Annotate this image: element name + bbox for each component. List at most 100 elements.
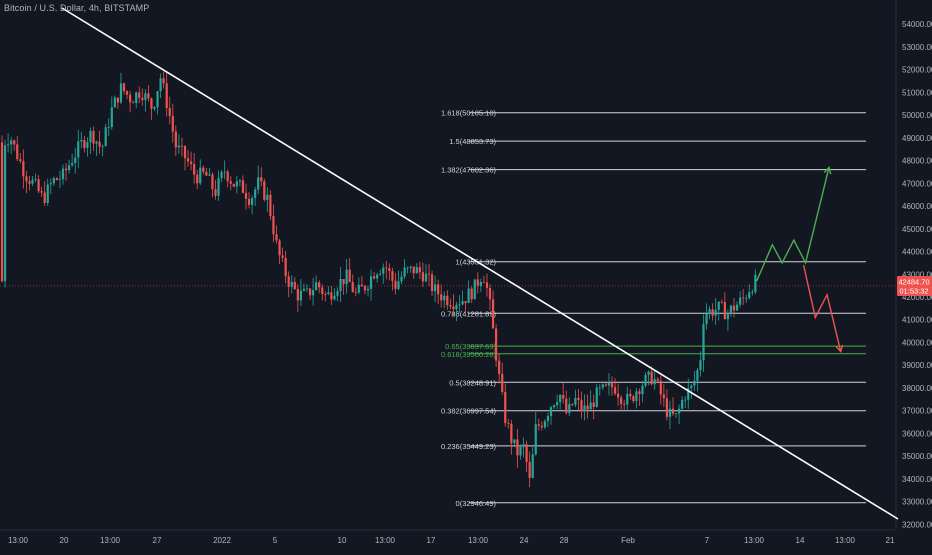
candle-body <box>287 276 290 287</box>
candle-body <box>638 391 641 395</box>
candle-body <box>662 394 665 399</box>
candle-body <box>461 301 464 305</box>
x-tick-label: 2022 <box>213 536 231 545</box>
candle-body <box>476 279 479 286</box>
candle-body <box>373 276 376 279</box>
candle-body <box>205 171 208 176</box>
y-tick-label: 53000.00 <box>902 43 932 52</box>
candle-body <box>186 158 190 162</box>
candle-body <box>177 145 180 148</box>
candle-body <box>626 393 629 405</box>
projection-down-path <box>802 265 842 352</box>
candle-body <box>132 102 135 104</box>
y-tick-label: 36000.00 <box>902 429 932 438</box>
candle-body <box>98 141 101 147</box>
candle-body <box>589 402 592 410</box>
trendline <box>61 7 899 520</box>
candle-body <box>424 273 428 282</box>
candle-body <box>61 168 65 180</box>
candle-body <box>491 299 495 329</box>
candle-body <box>144 93 147 101</box>
candle-body <box>565 398 568 413</box>
candle-body <box>333 295 336 300</box>
candle-body <box>748 292 751 298</box>
candle-body <box>58 179 62 180</box>
candle-body <box>549 407 553 417</box>
chart-title: Bitcoin / U.S. Dollar, 4h, BITSTAMP <box>4 3 150 13</box>
candle-body <box>739 297 742 305</box>
candle-body <box>223 171 226 173</box>
candle-body <box>360 284 363 287</box>
y-tick-label: 34000.00 <box>902 475 932 484</box>
candle-body <box>138 92 141 98</box>
fib-level-label: 0(32946.49) <box>456 499 497 508</box>
candle-body <box>284 257 287 277</box>
candle-body <box>351 282 354 292</box>
candle-body <box>174 131 177 148</box>
candle-body <box>437 284 440 295</box>
candle-body <box>336 291 339 296</box>
fib-level-label: 0.618(39500.28) <box>441 350 497 359</box>
candle-body <box>571 404 574 405</box>
candle-body <box>452 306 455 310</box>
y-tick-label: 40000.00 <box>902 338 932 347</box>
candle-body <box>702 324 705 361</box>
candle-body <box>153 107 156 109</box>
candle-body <box>180 145 184 147</box>
candle-body <box>55 178 58 180</box>
candle-body <box>345 269 348 285</box>
x-tick-label: 13:00 <box>100 536 121 545</box>
candle-body <box>214 189 217 196</box>
candle-body <box>68 165 71 171</box>
candle-body <box>696 370 699 381</box>
candle-body <box>613 387 617 394</box>
candle-body <box>617 393 620 398</box>
candle-body <box>31 179 34 184</box>
x-tick-label: 20 <box>60 536 69 545</box>
candle-body <box>501 373 504 392</box>
x-tick-label: 13:00 <box>468 536 489 545</box>
candle-body <box>735 304 739 311</box>
candle-body <box>516 439 519 456</box>
candle-body <box>226 171 229 182</box>
candle-body <box>751 291 754 293</box>
candle-body <box>641 385 644 395</box>
candle-body <box>519 446 522 456</box>
candle-body <box>586 405 589 410</box>
candle-body <box>217 177 220 196</box>
candle-body <box>409 266 412 268</box>
candle-body <box>52 178 55 184</box>
y-tick-label: 46000.00 <box>902 202 932 211</box>
candle-body <box>125 91 129 95</box>
candle-body <box>366 288 370 291</box>
candle-body <box>479 281 482 286</box>
y-tick-label: 37000.00 <box>902 407 932 416</box>
fib-level-label: 0.236(35449.23) <box>441 442 497 451</box>
candle-body <box>305 288 309 290</box>
candle-body <box>482 281 485 283</box>
candle-body <box>171 115 174 132</box>
x-tick-label: 13:00 <box>375 536 396 545</box>
candle-body <box>406 267 409 269</box>
candle-body <box>257 177 260 190</box>
candle-body <box>574 397 577 405</box>
candle-body <box>400 276 403 282</box>
candle-body <box>202 167 205 172</box>
candle-body <box>717 301 720 310</box>
candle-body <box>577 397 580 400</box>
y-tick-label: 35000.00 <box>902 452 932 461</box>
candle-body <box>714 309 717 316</box>
candle-body <box>110 107 113 128</box>
y-tick-label: 38000.00 <box>902 384 932 393</box>
candle-body <box>729 305 733 313</box>
candle-body <box>592 402 595 407</box>
candle-body <box>34 179 37 181</box>
x-tick-label: 13:00 <box>835 536 856 545</box>
candle-body <box>229 181 232 184</box>
candle-body <box>16 144 19 160</box>
candle-body <box>232 183 235 187</box>
candle-body <box>251 198 254 205</box>
